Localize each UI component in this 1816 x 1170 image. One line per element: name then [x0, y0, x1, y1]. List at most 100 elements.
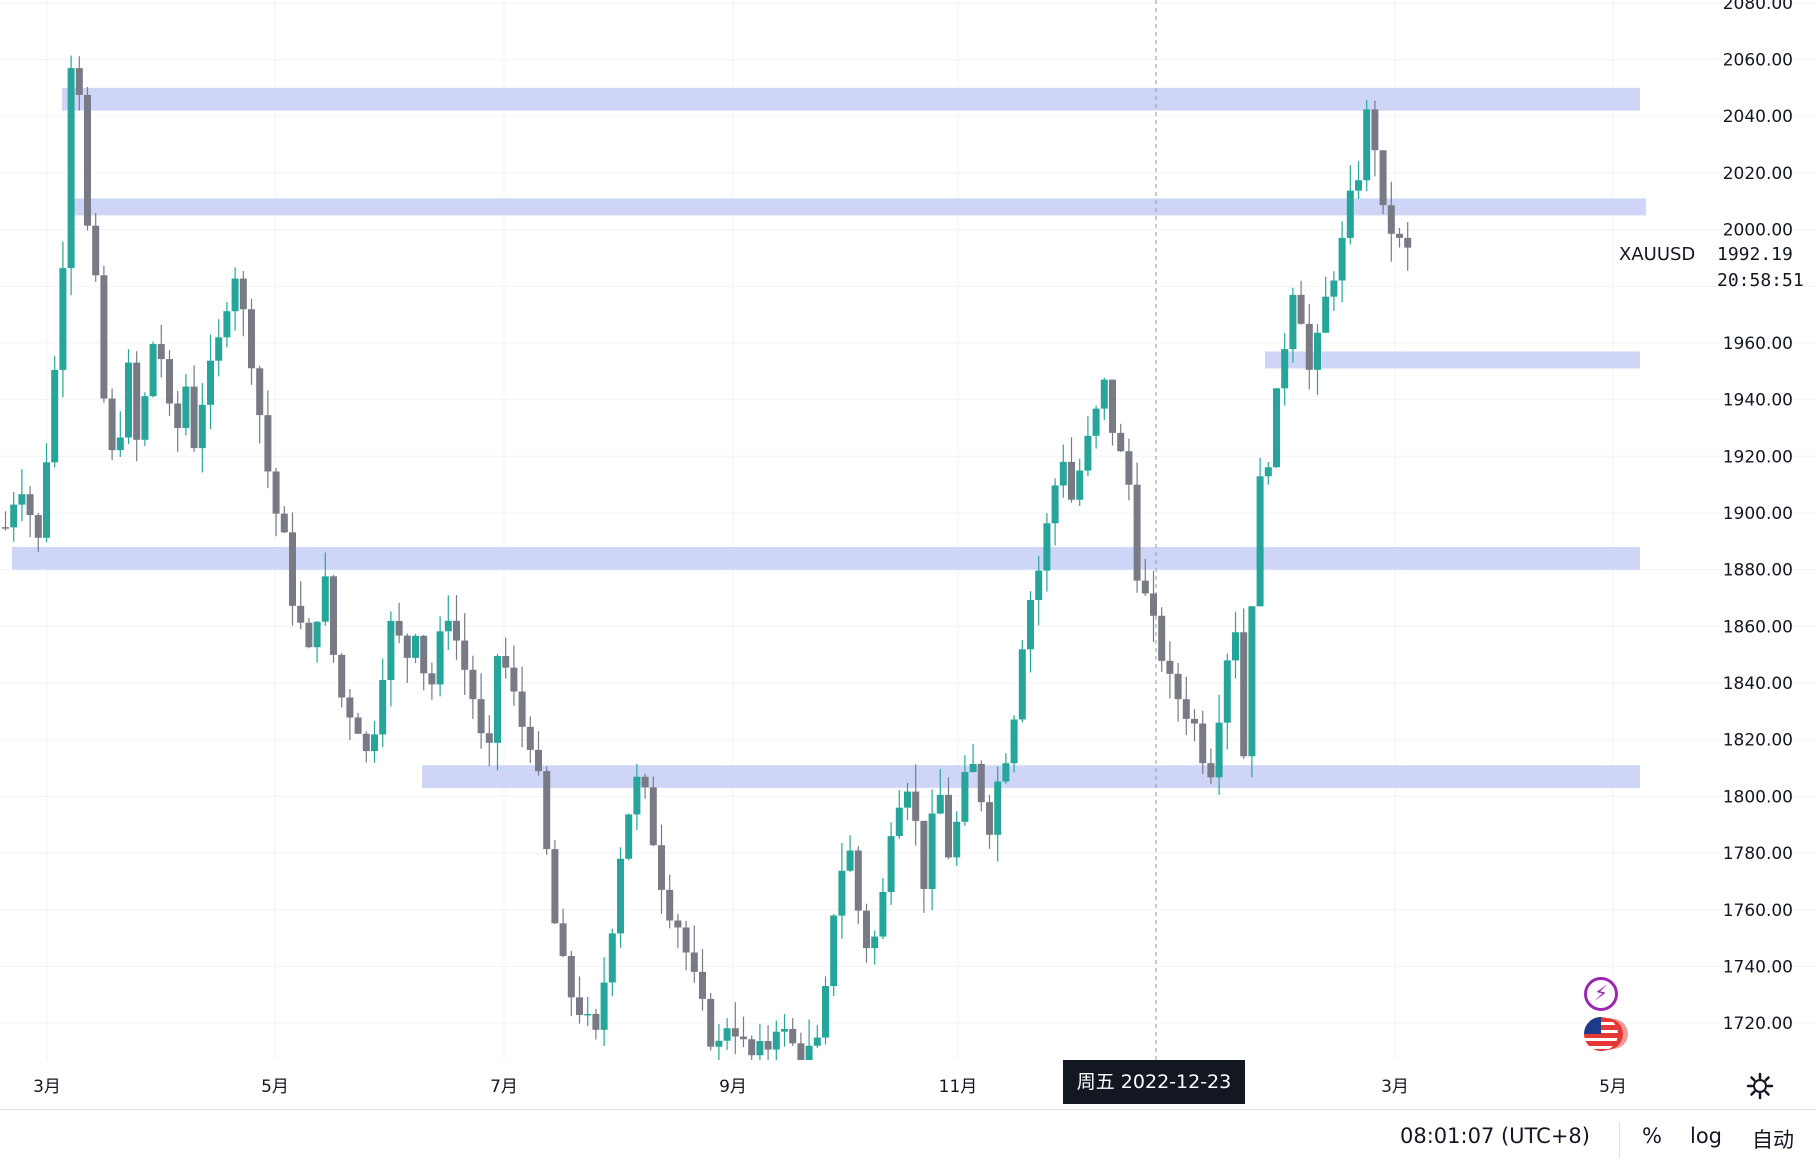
- price-zone[interactable]: [1265, 351, 1640, 369]
- candle-body: [362, 733, 370, 752]
- candle-body: [715, 1040, 723, 1047]
- candle-body: [617, 858, 624, 934]
- candle-body: [879, 891, 887, 937]
- candle-body: [494, 656, 501, 743]
- candle-body: [10, 504, 18, 528]
- candle-body: [1232, 632, 1239, 661]
- candle-body: [1109, 379, 1116, 433]
- candle-body: [469, 669, 477, 700]
- auto-scale-button[interactable]: 自动: [1752, 1128, 1794, 1152]
- bottom-toolbar: 08:01:07 (UTC+8) % log 自动: [0, 1109, 1816, 1170]
- candle-body: [43, 462, 50, 538]
- time-tick-label: 3月: [1381, 1077, 1409, 1097]
- candle-body: [1174, 673, 1182, 700]
- toolbar-divider: [1619, 1122, 1620, 1158]
- price-zone[interactable]: [12, 547, 1640, 570]
- candle-body: [272, 471, 280, 514]
- candle-body: [1141, 580, 1149, 594]
- candle-body: [75, 68, 83, 95]
- candle-body: [1215, 722, 1223, 778]
- price-tick-label: 1900.00: [1723, 504, 1793, 524]
- clock-timezone-button[interactable]: 08:01:07 (UTC+8): [1400, 1124, 1590, 1148]
- candle-body: [1133, 484, 1141, 581]
- candle-body: [707, 998, 715, 1047]
- price-zone[interactable]: [72, 198, 1646, 216]
- candle-body: [969, 763, 977, 773]
- price-tick-label: 1940.00: [1723, 391, 1793, 411]
- candle-body: [567, 956, 575, 998]
- candle-body: [592, 1013, 600, 1030]
- percent-scale-button[interactable]: %: [1642, 1124, 1662, 1148]
- time-axis[interactable]: 3月 5月 7月 9月 11月 3月 5月: [33, 1077, 1627, 1097]
- candle-body: [633, 776, 641, 815]
- candle-body: [395, 620, 403, 636]
- candle-body: [551, 849, 559, 924]
- candle-body: [1018, 649, 1026, 720]
- candle-body: [371, 734, 378, 752]
- log-scale-button[interactable]: log: [1690, 1124, 1723, 1148]
- candle-body: [1305, 323, 1313, 370]
- candle-body: [1404, 237, 1412, 248]
- chart-grid: [0, 0, 1816, 1060]
- price-zone[interactable]: [422, 765, 1640, 788]
- candle-body: [674, 920, 682, 928]
- price-tick-label: 1880.00: [1723, 561, 1793, 581]
- candle-body: [1035, 570, 1043, 601]
- price-zone[interactable]: [62, 87, 1640, 111]
- candle-body: [116, 437, 124, 451]
- us-flag-icon[interactable]: [1584, 1017, 1618, 1051]
- candle-body: [477, 699, 485, 734]
- candle-body: [1076, 470, 1084, 500]
- candle-body: [190, 386, 198, 449]
- candle-body: [1182, 699, 1190, 719]
- bolt-icon[interactable]: ⚡: [1584, 977, 1618, 1011]
- candle-body: [1355, 180, 1362, 191]
- candle-body: [756, 1041, 764, 1056]
- candle-body: [1166, 660, 1174, 674]
- crosshair-date-label: 周五 2022-12-23: [1063, 1060, 1245, 1104]
- candle-body: [1281, 349, 1289, 389]
- candle-body: [157, 344, 165, 360]
- price-tick-label: 2020.00: [1723, 164, 1793, 184]
- candle-body: [535, 749, 542, 772]
- candle-body: [125, 362, 132, 438]
- price-chart[interactable]: 2080.00 2060.00 2040.00 2020.00 2000.00 1960.…: [0, 0, 1816, 1109]
- candle-body: [887, 836, 895, 892]
- price-axis[interactable]: 2080.00 2060.00 2040.00 2020.00 2000.00 1960.…: [1723, 0, 1793, 1034]
- candle-body: [297, 605, 305, 623]
- price-tick-label: 1860.00: [1723, 617, 1793, 637]
- candle-body: [846, 850, 854, 871]
- candle-body: [1289, 294, 1297, 350]
- settings-icon[interactable]: [1746, 1072, 1774, 1100]
- candle-body: [1092, 408, 1100, 436]
- candle-body: [354, 717, 362, 734]
- candle-body: [256, 368, 264, 416]
- candle-body: [346, 697, 354, 718]
- candle-body: [1150, 593, 1157, 616]
- candle-body: [92, 225, 100, 276]
- candle-body: [1051, 485, 1059, 524]
- candle-body: [84, 94, 91, 226]
- candle-body: [781, 1028, 788, 1032]
- candle-body: [682, 927, 690, 953]
- candle-body: [379, 680, 387, 735]
- candle-body: [1363, 109, 1371, 181]
- candle-body: [174, 403, 182, 429]
- candle-body: [805, 1045, 813, 1060]
- candle-body: [658, 845, 665, 890]
- candle-body: [510, 667, 518, 692]
- candle-body: [813, 1037, 821, 1046]
- candle-body: [461, 640, 469, 670]
- candle-body: [1256, 476, 1264, 607]
- candle-body: [699, 971, 706, 999]
- candle-body: [428, 673, 436, 685]
- candle-body: [34, 515, 42, 538]
- price-tick-label: 1720.00: [1723, 1014, 1793, 1034]
- candle-body: [1125, 451, 1133, 485]
- candle-body: [403, 635, 411, 658]
- candle-body: [1191, 718, 1198, 724]
- candle-body: [51, 369, 59, 463]
- candle-body: [67, 68, 75, 269]
- candle-body: [182, 386, 190, 429]
- candle-body: [149, 344, 157, 397]
